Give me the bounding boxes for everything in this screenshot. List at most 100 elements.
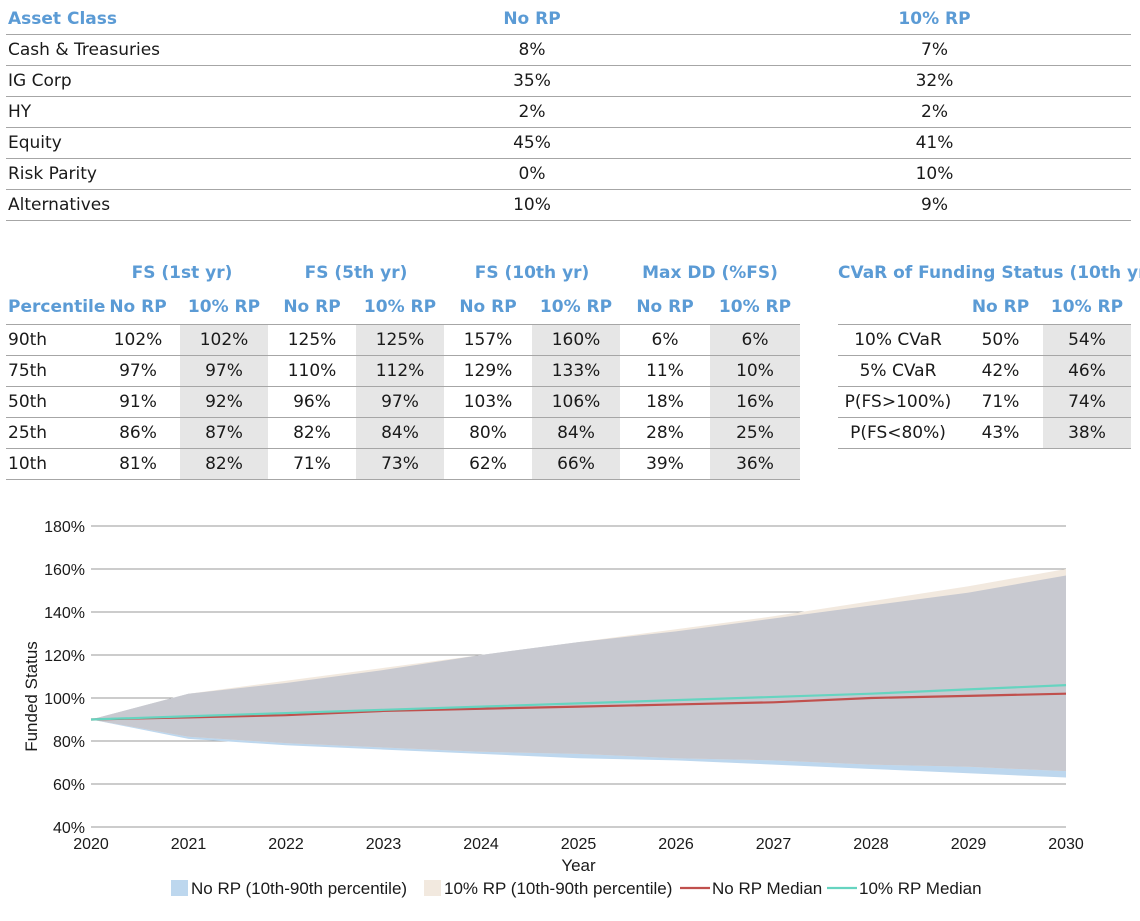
legend-label: 10% RP (10th-90th percentile) (444, 879, 672, 898)
x-tick-label: 2026 (658, 836, 694, 853)
legend-swatch (171, 880, 188, 896)
table-row: 25th 86% 87% 82% 84% 80% 84% 28% 25% (6, 417, 801, 449)
y-tick-label: 140% (44, 605, 85, 622)
sub-header: 10% RP (356, 290, 445, 325)
table-row: IG Corp 35% 32% (6, 65, 1131, 97)
table-cell: 32% (738, 65, 1131, 97)
table-row: Cash & Treasuries 8% 7% (6, 34, 1131, 66)
table-cell: 91% (96, 386, 180, 418)
table-cell: 66% (532, 448, 621, 480)
sub-header: No RP (96, 290, 180, 325)
allocation-header: No RP (326, 4, 738, 35)
metric-cell: 5% CVaR (838, 355, 958, 387)
y-tick-label: 100% (44, 691, 85, 708)
x-tick-label: 2020 (73, 836, 109, 853)
x-axis-label: Year (561, 856, 596, 875)
table-cell: 46% (1043, 355, 1131, 387)
sub-header: 10% RP (710, 290, 801, 325)
table-cell: 97% (356, 386, 445, 418)
table-cell: 0% (326, 158, 738, 190)
table-cell: 39% (620, 448, 711, 480)
table-cell: 41% (738, 127, 1131, 159)
y-tick-label: 60% (53, 777, 85, 794)
table-row: 5% CVaR 42% 46% (838, 355, 1131, 387)
table-cell: 87% (180, 417, 268, 449)
table-cell: 7% (738, 34, 1131, 66)
sub-header: No RP (444, 290, 533, 325)
band-overlap-area (91, 575, 1066, 772)
percentile-cell: 90th (6, 324, 96, 356)
table-row: Risk Parity 0% 10% (6, 158, 1131, 190)
x-tick-label: 2027 (756, 836, 792, 853)
legend-label: No RP Median (712, 879, 822, 898)
sub-header-row: No RP 10% RP (838, 290, 1131, 325)
y-tick-label: 40% (53, 820, 85, 837)
table-cell: 82% (180, 448, 268, 480)
table-cell: 102% (180, 324, 268, 356)
table-cell: 96% (268, 386, 356, 418)
x-tick-label: 2021 (171, 836, 207, 853)
allocation-header-row: Asset Class No RP 10% RP (6, 4, 1131, 35)
median-line (90, 684, 1067, 721)
y-tick-label: 160% (44, 562, 85, 579)
table-cell: 71% (958, 386, 1043, 418)
x-tick-label: 2023 (366, 836, 402, 853)
table-cell: 38% (1043, 417, 1131, 449)
allocation-header: Asset Class (6, 4, 326, 35)
legend-label: No RP (10th-90th percentile) (191, 879, 407, 898)
metric-cell: P(FS>100%) (838, 386, 958, 418)
table-cell: 18% (620, 386, 711, 418)
group-header-row: FS (1st yr) FS (5th yr) FS (10th yr) Max… (6, 256, 800, 290)
table-cell: 129% (444, 355, 533, 387)
table-cell: 8% (326, 34, 738, 66)
table-cell: 97% (96, 355, 180, 387)
metric-cell: 10% CVaR (838, 324, 958, 356)
asset-class-cell: HY (6, 96, 326, 128)
x-tick-label: 2030 (1048, 836, 1084, 853)
group-header: FS (1st yr) (131, 263, 233, 283)
table-cell: 102% (96, 324, 180, 356)
funded-status-chart: 40% 60% 80% 100% 120% 140% 160% 180% 2020 2021 202… (22, 519, 1084, 898)
x-tick-label: 2029 (951, 836, 987, 853)
sub-header: Percentile (6, 290, 105, 325)
table-cell: 157% (444, 324, 533, 356)
table-cell: 86% (96, 417, 180, 449)
legend-label: 10% RP Median (859, 879, 982, 898)
sub-header (838, 290, 958, 325)
table-cell: 16% (710, 386, 801, 418)
cvar-table: CVaR of Funding Status (10th yr) No RP 1… (838, 256, 1140, 449)
table-cell: 133% (532, 355, 621, 387)
table-row: 90th 102% 102% 125% 125% 157% 160% 6% 6% (6, 324, 801, 356)
table-cell: 50% (958, 324, 1043, 356)
table-cell: 62% (444, 448, 533, 480)
table-row: 10% CVaR 50% 54% (838, 324, 1131, 356)
x-tick-label: 2025 (561, 836, 597, 853)
group-header: Max DD (%FS) (642, 263, 778, 283)
metric-cell: P(FS<80%) (838, 417, 958, 449)
table-cell: 45% (326, 127, 738, 159)
funding-status-table: FS (1st yr) FS (5th yr) FS (10th yr) Max… (6, 256, 801, 480)
sub-header: 10% RP (1043, 290, 1131, 325)
cvar-title: CVaR of Funding Status (10th yr) (838, 263, 1140, 283)
legend-swatch (424, 880, 441, 896)
x-tick-label: 2024 (463, 836, 499, 853)
table-row: Equity 45% 41% (6, 127, 1131, 159)
table-cell: 9% (738, 189, 1131, 221)
sub-header: No RP (268, 290, 356, 325)
table-cell: 84% (356, 417, 445, 449)
table-row: P(FS>100%) 71% 74% (838, 386, 1131, 418)
asset-class-cell: Equity (6, 127, 326, 159)
y-tick-label: 180% (44, 519, 85, 536)
percentile-cell: 75th (6, 355, 96, 387)
percentile-cell: 50th (6, 386, 96, 418)
table-row: 75th 97% 97% 110% 112% 129% 133% 11% 10% (6, 355, 801, 387)
table-cell: 84% (532, 417, 621, 449)
table-row: HY 2% 2% (6, 96, 1131, 128)
table-cell: 36% (710, 448, 801, 480)
sub-header-row: Percentile No RP 10% RP No RP 10% RP No … (6, 290, 801, 325)
sub-header: 10% RP (532, 290, 621, 325)
table-cell: 125% (268, 324, 356, 356)
asset-class-cell: Alternatives (6, 189, 326, 221)
table-cell: 6% (710, 324, 801, 356)
asset-class-cell: IG Corp (6, 65, 326, 97)
